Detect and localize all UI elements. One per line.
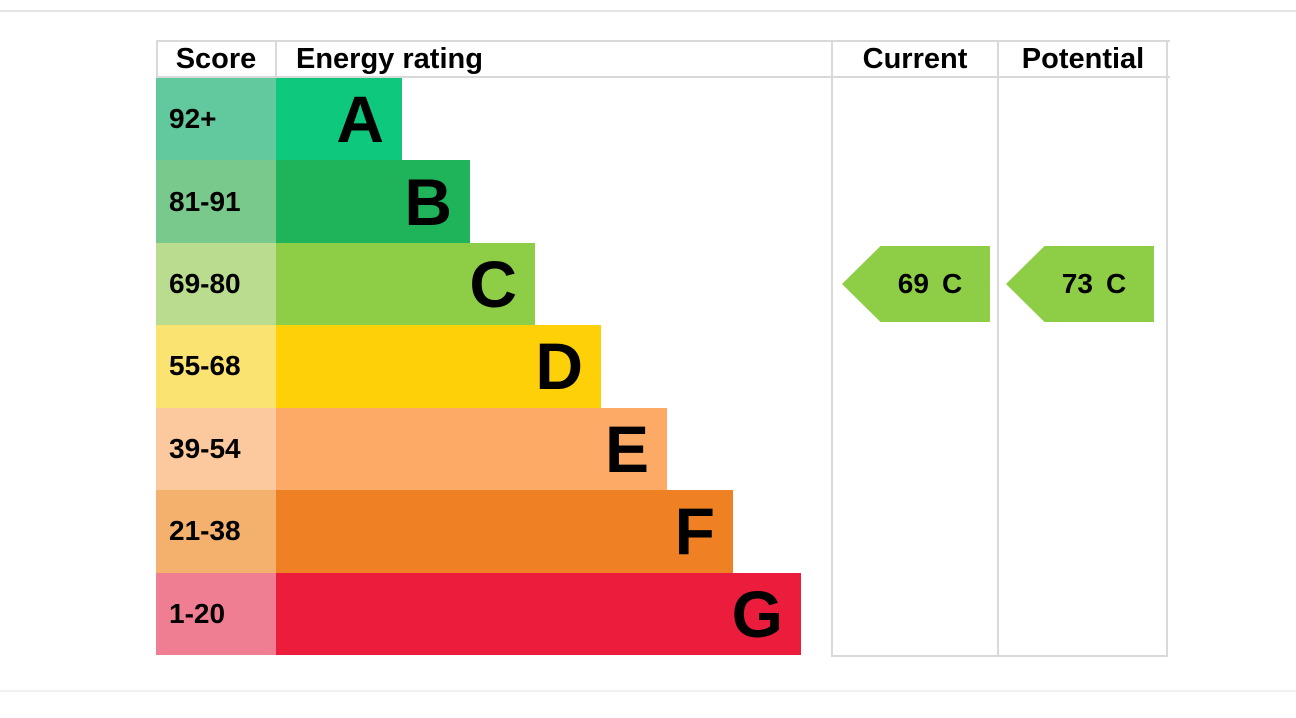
score-cell: 55-68 <box>156 325 276 408</box>
current-column-header: Current <box>862 42 968 75</box>
score-range: 1-20 <box>169 597 226 629</box>
potential-column-border-right <box>1166 40 1168 657</box>
rating-letter: E <box>604 411 649 486</box>
rating-bar: E <box>276 407 667 491</box>
header-divider-score-rating <box>275 40 277 78</box>
header-border-left <box>156 40 158 78</box>
score-cell: 92+ <box>156 78 276 161</box>
rating-letter: A <box>336 82 384 157</box>
rating-letter: D <box>535 329 583 404</box>
rating-letter: B <box>404 164 452 239</box>
rating-band-row: 81-91 B <box>156 160 1168 243</box>
score-cell: 81-91 <box>156 160 276 243</box>
score-cell: 1-20 <box>156 572 276 655</box>
rating-band-row: 55-68 D <box>156 325 1168 408</box>
rating-bands: 92+ A 81-91 B 69-80 C 55-68 D <box>156 78 1168 655</box>
score-range: 55-68 <box>169 350 241 382</box>
rating-band-row: 21-38 F <box>156 490 1168 573</box>
rating-letter: G <box>731 576 783 651</box>
rating-bar: B <box>276 160 470 243</box>
header-border-bottom <box>156 76 1170 78</box>
score-range: 21-38 <box>169 515 241 547</box>
score-range: 81-91 <box>169 185 241 217</box>
score-cell: 69-80 <box>156 242 276 326</box>
current-rating-value: 69 <box>897 268 929 299</box>
rating-bar: F <box>276 490 733 573</box>
potential-rating-value: 73 <box>1061 268 1093 299</box>
rating-bar: A <box>276 78 402 161</box>
table-border-top <box>156 40 1170 42</box>
score-cell: 39-54 <box>156 407 276 491</box>
rating-band-row: 1-20 G <box>156 572 1168 655</box>
rating-letter: C <box>469 247 517 322</box>
current-rating-letter: C <box>941 268 963 299</box>
current-column-border-left <box>831 40 833 657</box>
score-cell: 21-38 <box>156 490 276 573</box>
rating-bar: D <box>276 325 601 408</box>
rating-band-row: 69-80 C <box>156 242 1168 326</box>
table-header: Score Energy rating Current Potential <box>156 40 1168 78</box>
potential-rating-letter: C <box>1105 268 1127 299</box>
page-divider-top <box>0 10 1296 12</box>
rating-band-row: 39-54 E <box>156 407 1168 491</box>
score-range: 69-80 <box>169 268 241 300</box>
score-column-header: Score <box>175 42 257 75</box>
score-range: 92+ <box>169 103 217 135</box>
rating-bar: G <box>276 572 801 655</box>
rating-bar: C <box>276 242 535 326</box>
potential-column-header: Potential <box>1021 42 1145 75</box>
columns-border-bottom <box>831 655 1168 657</box>
score-range: 39-54 <box>169 432 241 464</box>
rating-band-row: 92+ A <box>156 78 1168 161</box>
energy-rating-column-header: Energy rating <box>296 42 483 75</box>
page-divider-bottom <box>0 690 1296 692</box>
potential-column-border-left <box>997 40 999 657</box>
rating-letter: F <box>674 494 715 569</box>
